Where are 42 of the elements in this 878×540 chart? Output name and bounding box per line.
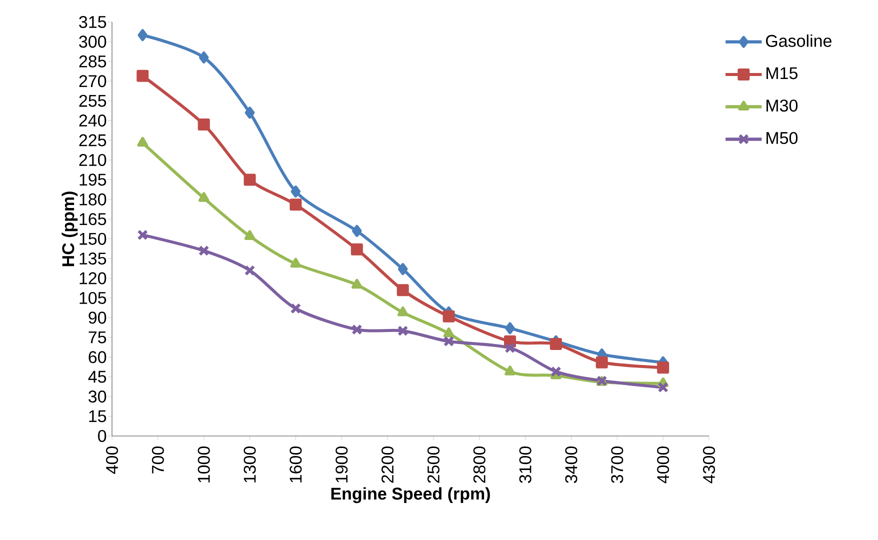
x-tick-label: 1300	[244, 446, 256, 482]
y-tick-label: 15	[89, 410, 106, 422]
y-tick-label: 195	[80, 174, 106, 186]
y-tick-label: 240	[79, 114, 106, 127]
y-tick-label: 285	[79, 55, 106, 68]
y-tick-label: 120	[80, 272, 106, 284]
x-tick-label: 1600	[290, 446, 302, 482]
y-tick-label: 45	[88, 370, 106, 383]
y-tick-label: 135	[80, 252, 106, 265]
y-tick-label: 30	[88, 390, 106, 403]
x-tick-label: 2800	[473, 446, 486, 483]
y-tick-label: 210	[79, 154, 106, 166]
y-tick-label: 300	[79, 36, 106, 48]
x-tick-label: 3700	[611, 446, 624, 484]
x-tick-label: 400	[106, 446, 118, 474]
y-tick-label: 225	[79, 134, 106, 146]
x-tick-label: 1900	[336, 446, 348, 482]
y-tick-label: 255	[79, 94, 106, 107]
x-tick-label: 3100	[519, 446, 532, 484]
y-tick-label: 105	[80, 292, 106, 304]
y-tick-label: 315	[79, 16, 106, 28]
y-tick-label: 270	[79, 75, 106, 88]
legend-label: M30	[766, 100, 798, 112]
x-tick-label: 4000	[657, 446, 670, 484]
x-axis-title: Engine Speed (rpm)	[331, 487, 490, 504]
legend-label: M15	[766, 67, 798, 80]
y-tick-label: 0	[98, 430, 106, 442]
x-tick-label: 700	[152, 446, 164, 474]
x-tick-label: 4300	[702, 446, 716, 484]
y-tick-label: 60	[88, 351, 106, 364]
x-tick-label: 3400	[565, 446, 578, 484]
y-tick-label: 150	[80, 232, 106, 245]
y-tick-label: 90	[88, 312, 106, 324]
x-tick-label: 2200	[382, 446, 394, 483]
x-tick-label: 2500	[427, 446, 440, 483]
x-tick-label: 1000	[198, 446, 210, 482]
legend-label: M50	[766, 132, 798, 144]
y-tick-label: 75	[88, 331, 106, 344]
y-tick-label: 165	[80, 213, 106, 226]
y-tick-label: 180	[80, 193, 106, 206]
y-axis-title: HC (ppm)	[62, 192, 78, 266]
legend-label: Gasoline	[766, 34, 832, 47]
